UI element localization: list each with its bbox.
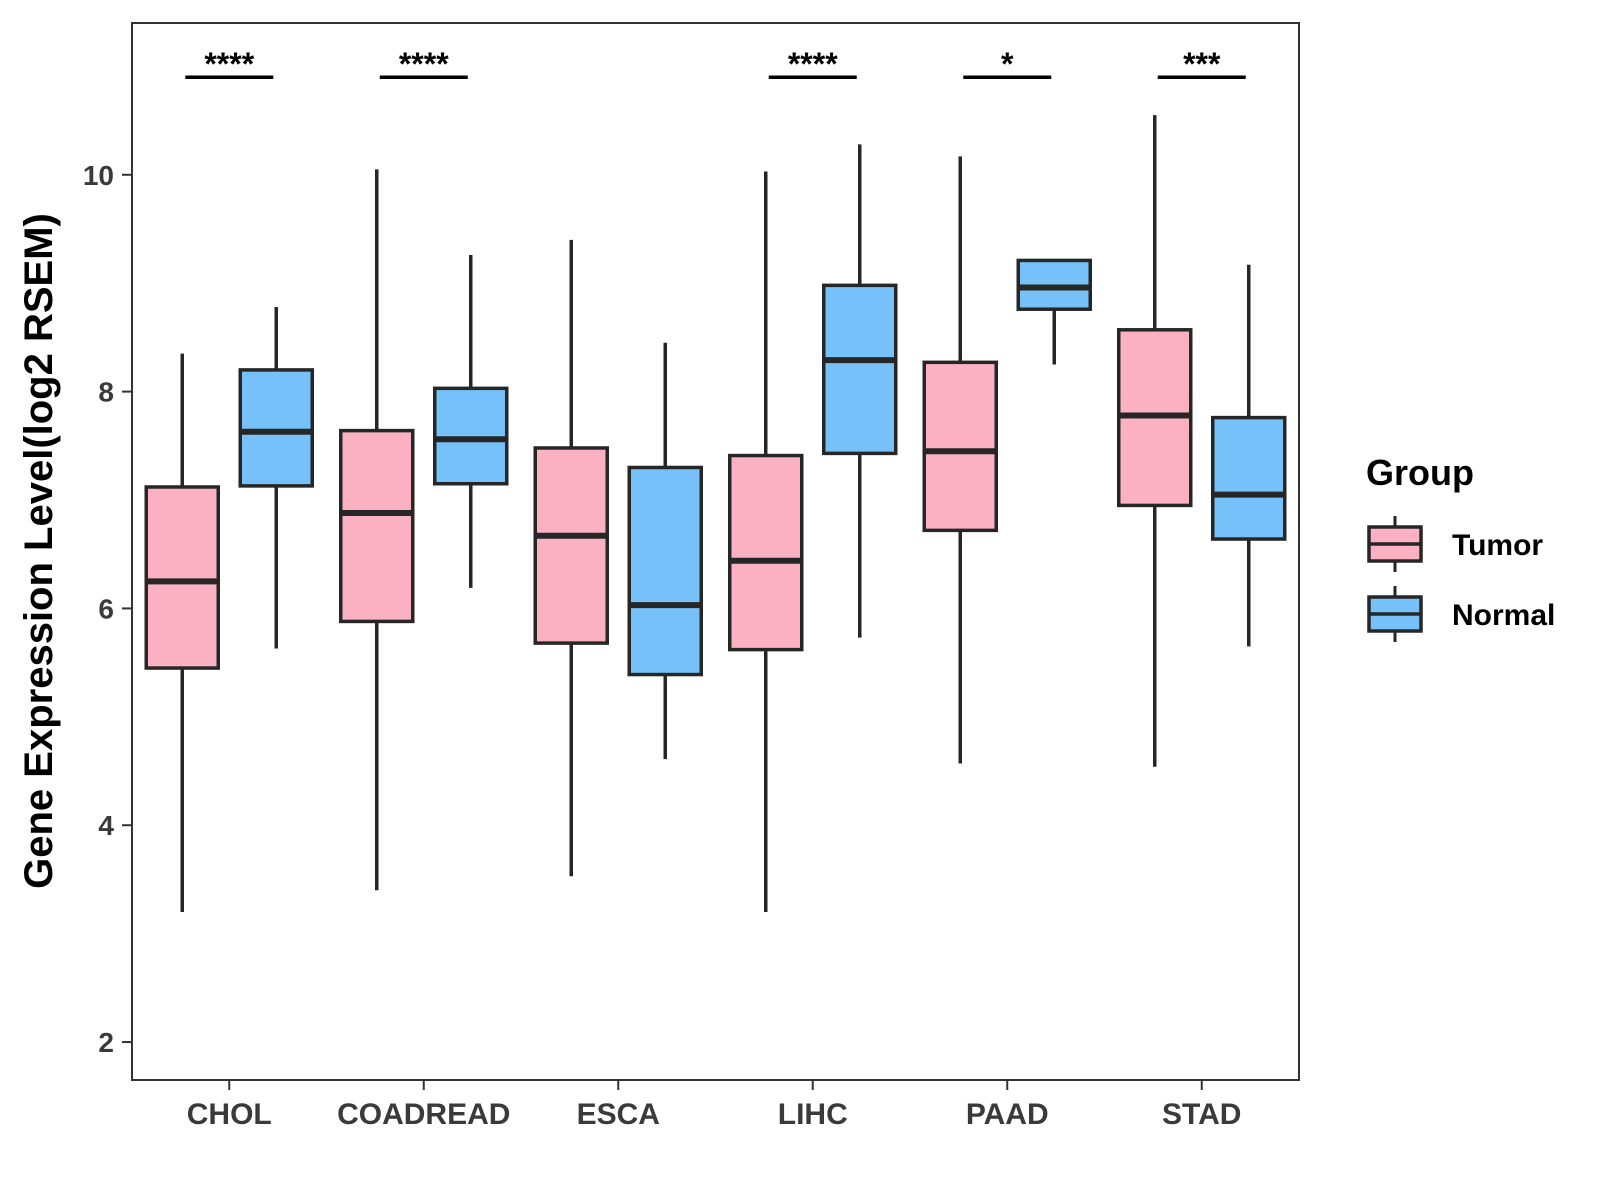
legend-item-tumor: Tumor [1367, 516, 1543, 572]
box-iqr [728, 453, 804, 652]
significance-label: * [1001, 46, 1014, 82]
box-iqr [339, 428, 415, 624]
x-axis: CHOL COADREAD ESCA LIHC PAAD STAD [187, 1080, 1241, 1131]
x-tick-label: COADREAD [337, 1098, 510, 1131]
x-tick-label: CHOL [187, 1098, 272, 1131]
box-iqr [822, 283, 898, 456]
box-normal-paad [1016, 258, 1092, 365]
significance-label: **** [204, 46, 254, 82]
x-tick-label: STAD [1162, 1098, 1241, 1131]
y-axis: 2 4 6 8 10 [83, 160, 132, 1058]
plot-panel-border [131, 22, 1300, 1081]
legend-item-normal: Normal [1367, 586, 1555, 642]
legend: Group Tumor Normal [1366, 452, 1555, 642]
y-tick-label: 6 [98, 593, 114, 624]
box-normal-stad [1211, 264, 1287, 647]
box-tumor-chol [144, 353, 220, 912]
box-normal-chol [238, 307, 314, 649]
box-iqr [922, 360, 998, 533]
box-iqr [627, 465, 703, 677]
box-tumor-coadread [339, 169, 415, 891]
box-iqr [433, 386, 509, 486]
significance-annotations: **** **** **** * *** [185, 46, 1246, 82]
legend-label: Normal [1452, 599, 1555, 632]
box-tumor-esca [533, 239, 609, 877]
box-iqr [238, 368, 314, 488]
boxes [144, 115, 1287, 912]
box-normal-esca [627, 342, 703, 760]
box-tumor-lihc [728, 171, 804, 912]
box-iqr [1211, 415, 1287, 541]
y-tick-label: 2 [98, 1027, 114, 1058]
legend-label: Tumor [1452, 529, 1543, 562]
x-tick-label: ESCA [577, 1098, 660, 1131]
box-normal-lihc [822, 144, 898, 638]
box-tumor-paad [922, 156, 998, 764]
y-tick-label: 8 [98, 377, 114, 408]
y-tick-label: 10 [83, 160, 114, 191]
significance-label: **** [399, 46, 449, 82]
box-normal-coadread [433, 254, 509, 588]
significance-label: **** [788, 46, 838, 82]
box-tumor-stad [1117, 115, 1193, 767]
y-axis-title: Gene Expression Level(log2 RSEM) [17, 213, 61, 889]
y-tick-label: 4 [98, 810, 114, 841]
significance-label: *** [1183, 46, 1221, 82]
box-iqr [533, 446, 609, 645]
box-iqr [144, 485, 220, 670]
x-tick-label: LIHC [778, 1098, 848, 1131]
legend-title: Group [1366, 452, 1474, 493]
x-tick-label: PAAD [966, 1098, 1049, 1131]
